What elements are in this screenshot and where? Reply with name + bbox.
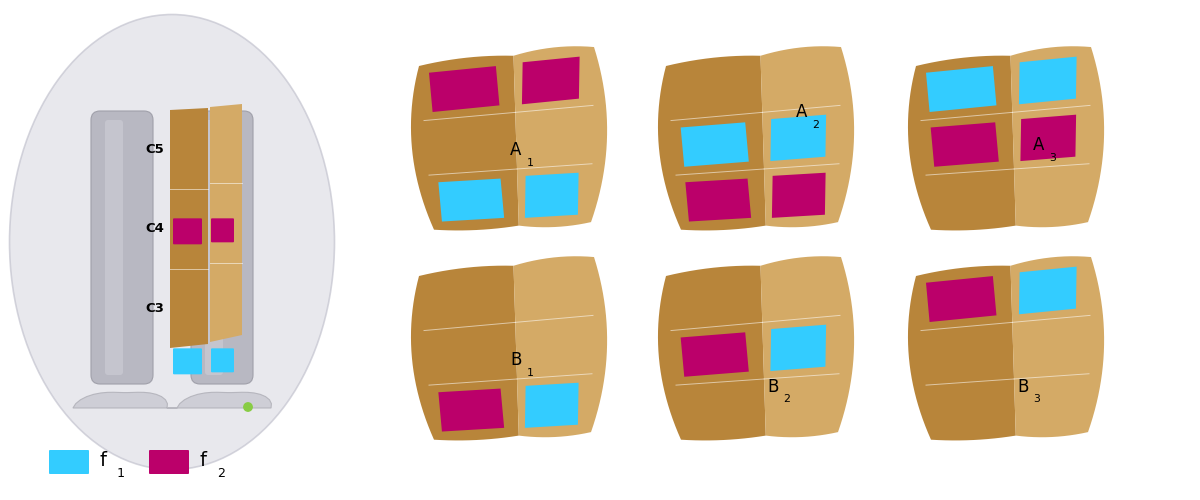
Text: A: A xyxy=(510,141,521,159)
Text: A: A xyxy=(1032,136,1044,154)
Text: 2: 2 xyxy=(784,394,791,404)
Polygon shape xyxy=(1019,56,1076,104)
Text: 2: 2 xyxy=(217,467,226,480)
Text: 3: 3 xyxy=(1049,153,1056,163)
Circle shape xyxy=(244,403,252,411)
Polygon shape xyxy=(770,324,826,371)
Text: 3: 3 xyxy=(1033,394,1040,404)
Text: f: f xyxy=(100,450,107,469)
Text: 1: 1 xyxy=(118,467,125,480)
Text: f: f xyxy=(200,450,208,469)
FancyBboxPatch shape xyxy=(91,111,154,384)
FancyBboxPatch shape xyxy=(173,348,202,374)
FancyBboxPatch shape xyxy=(211,348,234,372)
Polygon shape xyxy=(908,266,1015,440)
Polygon shape xyxy=(1019,266,1076,314)
Ellipse shape xyxy=(10,14,335,469)
Polygon shape xyxy=(685,178,751,222)
Polygon shape xyxy=(658,56,766,231)
Polygon shape xyxy=(761,256,854,437)
FancyBboxPatch shape xyxy=(149,450,190,474)
Text: C5: C5 xyxy=(145,143,163,156)
Polygon shape xyxy=(761,46,854,227)
FancyBboxPatch shape xyxy=(205,120,223,375)
FancyBboxPatch shape xyxy=(106,120,124,375)
Polygon shape xyxy=(522,56,580,104)
Polygon shape xyxy=(410,266,518,440)
FancyBboxPatch shape xyxy=(211,218,234,242)
Text: 1: 1 xyxy=(527,158,534,168)
Polygon shape xyxy=(1010,256,1104,437)
Polygon shape xyxy=(772,172,826,218)
Polygon shape xyxy=(1010,46,1104,227)
Polygon shape xyxy=(770,114,826,161)
Text: C3: C3 xyxy=(145,302,164,315)
FancyBboxPatch shape xyxy=(173,218,202,244)
Polygon shape xyxy=(926,66,996,112)
Polygon shape xyxy=(514,46,607,227)
Polygon shape xyxy=(680,122,749,167)
Text: A: A xyxy=(796,103,808,121)
Text: B: B xyxy=(1018,378,1028,396)
Polygon shape xyxy=(438,178,504,222)
Polygon shape xyxy=(73,392,271,408)
Text: B: B xyxy=(767,378,779,396)
Polygon shape xyxy=(931,122,998,167)
Text: 1: 1 xyxy=(527,368,534,378)
Polygon shape xyxy=(210,104,242,342)
Polygon shape xyxy=(1020,114,1076,161)
Polygon shape xyxy=(514,256,607,437)
Polygon shape xyxy=(680,332,749,377)
Text: B: B xyxy=(510,351,521,369)
Polygon shape xyxy=(926,276,996,322)
Polygon shape xyxy=(524,382,578,428)
Polygon shape xyxy=(428,66,499,112)
Text: C4: C4 xyxy=(145,222,164,235)
Polygon shape xyxy=(410,56,518,231)
Polygon shape xyxy=(908,56,1015,231)
Polygon shape xyxy=(524,172,578,218)
Text: 2: 2 xyxy=(812,120,820,130)
FancyBboxPatch shape xyxy=(191,111,253,384)
Polygon shape xyxy=(658,266,766,440)
FancyBboxPatch shape xyxy=(49,450,89,474)
Polygon shape xyxy=(438,388,504,432)
Polygon shape xyxy=(170,108,208,348)
